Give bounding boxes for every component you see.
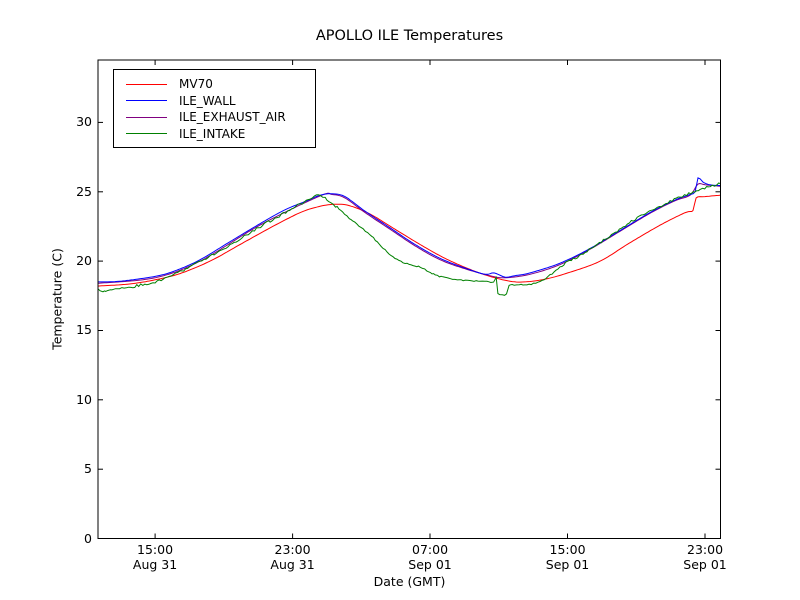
x-tick-label: 15:00 Aug 31 bbox=[110, 542, 200, 572]
x-tick-label: 23:00 Aug 31 bbox=[248, 542, 338, 572]
x-tick-date: Sep 01 bbox=[408, 557, 452, 572]
legend: MV70 ILE_WALL ILE_EXHAUST_AIR ILE_INTAKE bbox=[113, 69, 316, 148]
y-tick-label: 20 bbox=[76, 253, 92, 269]
legend-label: ILE_INTAKE bbox=[179, 126, 246, 141]
plot-frame bbox=[97, 59, 721, 539]
y-tick-label: 5 bbox=[84, 461, 92, 477]
series-line-mv70 bbox=[98, 194, 721, 287]
x-tick-label: 15:00 Sep 01 bbox=[523, 542, 613, 572]
x-axis-label: Date (GMT) bbox=[373, 574, 446, 589]
series-line-ile_intake bbox=[98, 182, 721, 296]
x-tick-label: 23:00 Sep 01 bbox=[660, 542, 750, 572]
legend-line-swatch bbox=[126, 100, 167, 102]
y-tick-label: 15 bbox=[76, 322, 92, 338]
legend-label: MV70 bbox=[179, 77, 213, 92]
legend-item-ile-intake: ILE_INTAKE bbox=[114, 126, 315, 143]
legend-item-mv70: MV70 bbox=[114, 76, 315, 93]
x-tick-date: Aug 31 bbox=[270, 557, 315, 572]
legend-label: ILE_EXHAUST_AIR bbox=[179, 110, 286, 125]
series-line-ile_exhaust_air bbox=[98, 182, 721, 284]
legend-label: ILE_WALL bbox=[179, 93, 236, 108]
x-tick-label: 07:00 Sep 01 bbox=[385, 542, 475, 572]
legend-item-ile-wall: ILE_WALL bbox=[114, 93, 315, 110]
series-line-ile_wall bbox=[98, 177, 720, 283]
y-tick-label: 25 bbox=[76, 183, 92, 199]
x-tick-date: Sep 01 bbox=[545, 557, 590, 572]
y-tick-label: 10 bbox=[76, 391, 92, 407]
x-tick-date: Sep 01 bbox=[683, 557, 727, 572]
y-tick-label: 30 bbox=[76, 114, 92, 130]
legend-item-ile-exhaust-air: ILE_EXHAUST_AIR bbox=[114, 109, 315, 126]
legend-line-swatch bbox=[126, 83, 167, 85]
x-tick-date: Aug 31 bbox=[132, 557, 178, 572]
legend-line-swatch bbox=[126, 133, 167, 135]
y-tick-label: 0 bbox=[84, 530, 92, 546]
legend-line-swatch bbox=[126, 116, 167, 118]
chart-title: APOLLO ILE Temperatures bbox=[315, 28, 504, 44]
